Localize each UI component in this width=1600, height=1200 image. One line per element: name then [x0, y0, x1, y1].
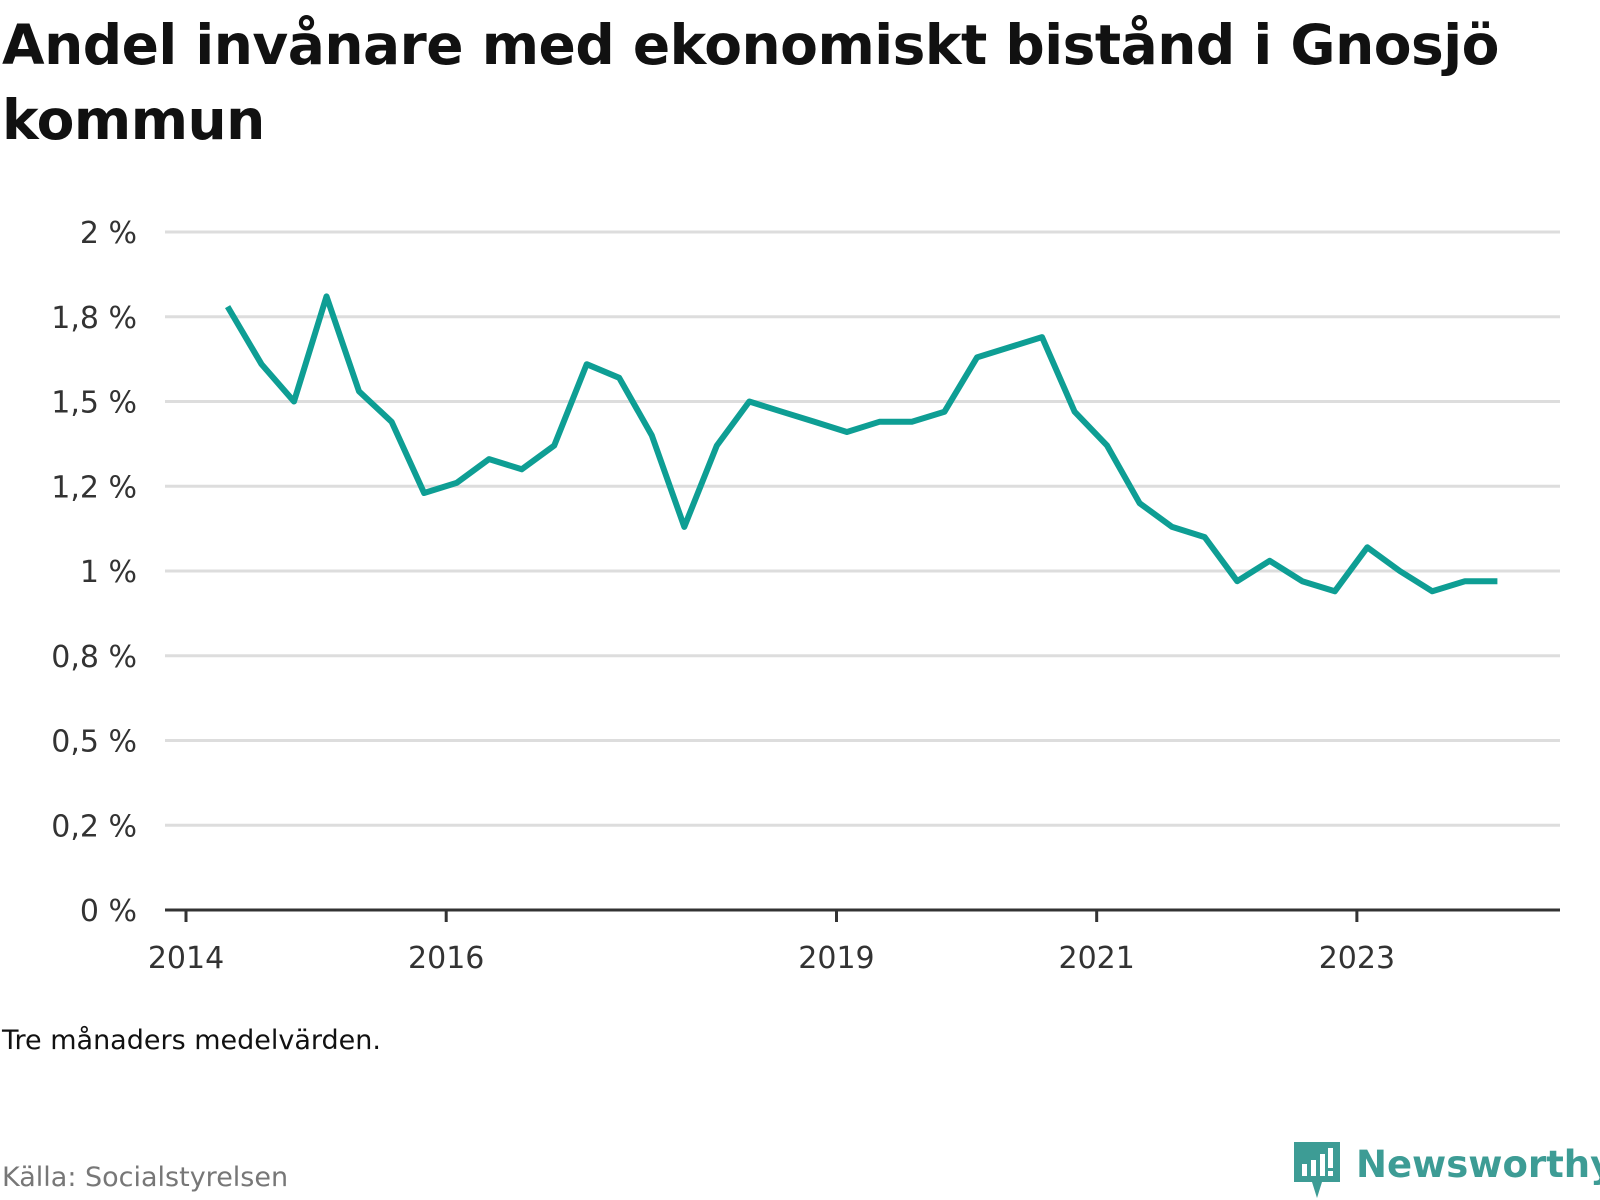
y-tick-label: 1,5 % [51, 386, 137, 421]
y-tick-label: 1,2 % [51, 470, 137, 505]
chart-title: Andel invånare med ekonomiskt bistånd i … [2, 13, 1499, 152]
x-axis: 2014 2016 2019 2021 2023 [148, 908, 1560, 976]
gridlines [165, 230, 1560, 827]
y-tick-label: 1,8 % [51, 301, 137, 336]
y-tick-label: 0,5 % [51, 725, 137, 760]
source-credit: Källa: Socialstyrelsen [2, 1162, 289, 1193]
y-tick-label: 2 % [80, 216, 137, 251]
series-line [225, 293, 1498, 595]
x-tick-label: 2019 [798, 941, 874, 976]
y-axis-ticks: 0 % 0,2 % 0,5 % 0,8 % 1 % 1,2 % 1,5 % 1,8 % 2 % [51, 216, 137, 929]
line-chart: 0 %0,2 %0,5 %0,8 %1 %1,2 %1,5 %1,8 %2 % … [51, 216, 1560, 976]
x-tick-label: 2016 [408, 941, 484, 976]
series-layer [225, 293, 1498, 595]
x-tick-label: 2014 [148, 941, 224, 976]
y-tick-label: 1 % [80, 555, 137, 590]
newsworthy-logo-icon [1294, 1142, 1340, 1198]
x-tick-label: 2021 [1059, 941, 1135, 976]
y-tick-label: 0,8 % [51, 640, 137, 675]
x-tick-label: 2023 [1319, 941, 1395, 976]
brand-logo[interactable]: Newsworthy [1292, 1140, 1600, 1200]
y-tick-label: 0,2 % [51, 809, 137, 844]
y-tick-label: 0 % [80, 894, 137, 929]
brand-name: Newsworthy [1356, 1143, 1600, 1186]
chart-note: Tre månaders medelvärden. [2, 1025, 381, 1056]
